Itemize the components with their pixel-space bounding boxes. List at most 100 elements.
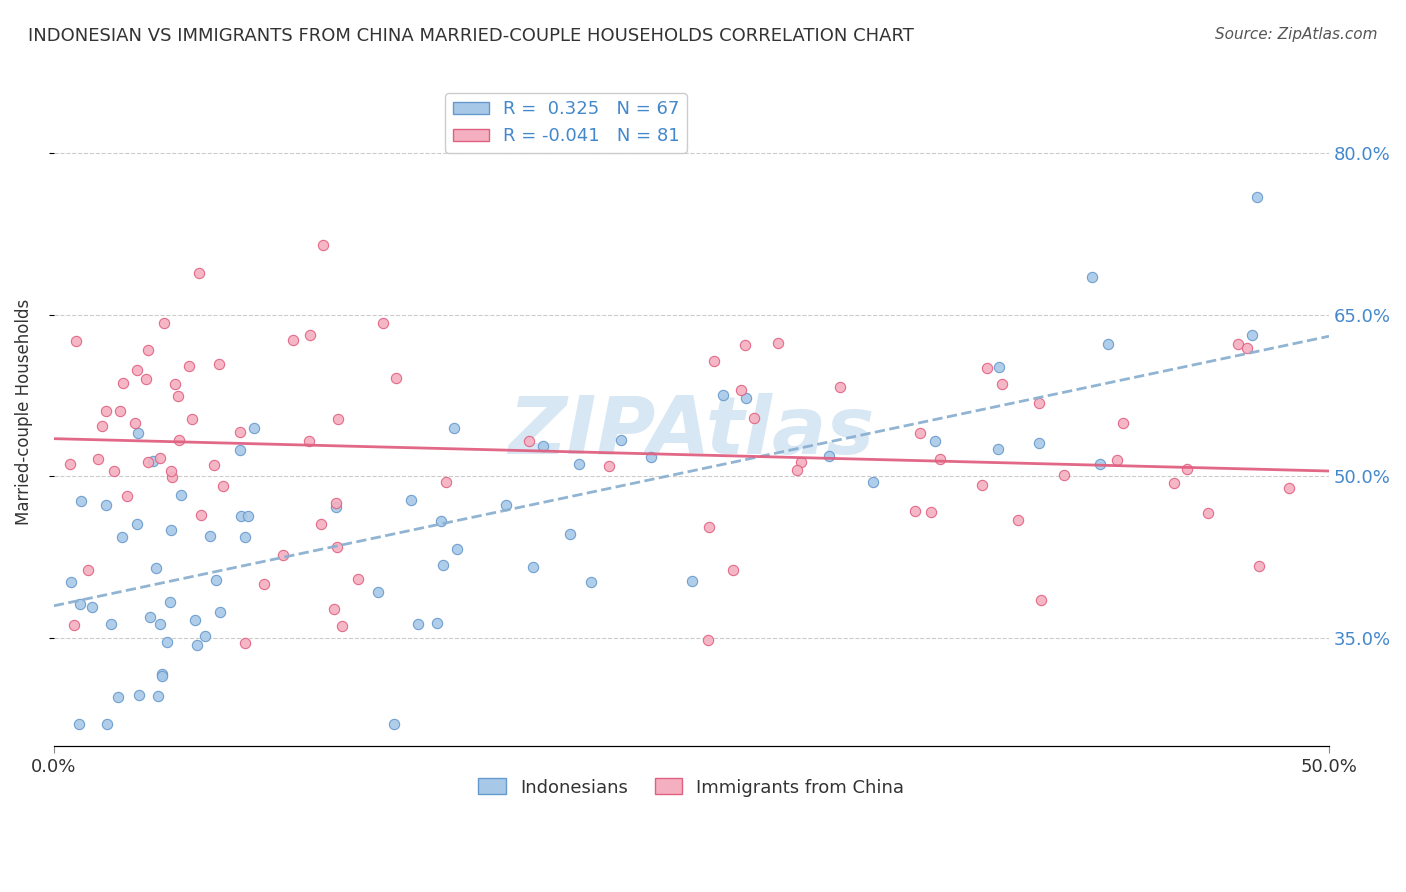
Point (298, 434, 321, 449)
Point (1226, 336, 1249, 351)
Point (229, 443, 252, 458)
Point (862, 475, 884, 490)
Point (190, 508, 212, 522)
Point (107, 690, 129, 705)
Point (734, 338, 756, 352)
Point (446, 541, 468, 556)
Point (1112, 416, 1135, 430)
Point (212, 479, 235, 493)
Point (786, 463, 808, 477)
Point (70, 494, 93, 508)
Point (91, 418, 114, 433)
Point (170, 487, 193, 501)
Point (80, 600, 103, 615)
Point (115, 489, 138, 503)
Point (100, 617, 122, 632)
Point (1175, 462, 1198, 476)
Point (1163, 476, 1185, 491)
Point (924, 434, 946, 448)
Point (180, 412, 202, 426)
Point (766, 336, 789, 351)
Point (734, 392, 756, 406)
Point (1081, 269, 1104, 284)
Point (150, 669, 173, 683)
Point (328, 412, 350, 426)
Point (1278, 481, 1301, 495)
Point (253, 577, 276, 591)
Point (166, 389, 188, 403)
Point (382, 717, 405, 731)
Point (697, 632, 720, 647)
Point (408, 617, 430, 632)
Point (127, 425, 149, 440)
Point (904, 504, 927, 518)
Point (208, 357, 231, 371)
Point (135, 372, 157, 386)
Point (152, 316, 174, 330)
Point (830, 380, 852, 394)
Point (1247, 558, 1270, 573)
Point (194, 629, 217, 643)
Point (238, 508, 260, 523)
Point (94, 498, 117, 512)
Point (125, 516, 148, 531)
Point (156, 634, 179, 648)
Point (1028, 395, 1050, 409)
Point (202, 458, 225, 472)
Text: Source: ZipAtlas.com: Source: ZipAtlas.com (1215, 27, 1378, 42)
Point (1028, 436, 1050, 450)
Point (139, 610, 162, 624)
Point (426, 616, 449, 631)
Point (610, 433, 633, 447)
Point (94, 404, 117, 418)
Point (430, 514, 453, 528)
Point (991, 376, 1014, 391)
Point (69, 597, 91, 611)
Point (233, 530, 256, 544)
Point (76, 563, 98, 577)
Point (67, 717, 90, 731)
Point (326, 540, 349, 554)
Point (60, 574, 83, 589)
Point (87, 451, 110, 466)
Point (281, 333, 304, 347)
Point (242, 421, 264, 435)
Point (136, 455, 159, 469)
Point (186, 638, 208, 652)
Point (96, 717, 118, 731)
Point (495, 498, 517, 512)
Point (103, 464, 125, 478)
Point (235, 636, 257, 650)
Point (598, 458, 620, 473)
Point (1236, 341, 1258, 355)
Point (332, 619, 354, 633)
Point (697, 520, 720, 534)
Point (309, 516, 332, 531)
Point (579, 574, 602, 589)
Point (325, 496, 347, 510)
Point (920, 505, 942, 519)
Point (325, 500, 347, 515)
Point (299, 327, 322, 342)
Point (432, 558, 454, 573)
Point (711, 387, 734, 401)
Point (367, 584, 389, 599)
Point (62, 617, 84, 632)
Point (818, 450, 841, 464)
Point (159, 595, 181, 609)
Point (183, 614, 205, 628)
Point (127, 363, 149, 377)
Point (149, 617, 172, 632)
Point (124, 417, 146, 431)
Point (229, 508, 252, 523)
Point (1088, 457, 1111, 471)
Point (1097, 337, 1119, 351)
Point (152, 667, 174, 681)
Point (346, 572, 368, 586)
Point (1007, 513, 1029, 527)
Point (160, 523, 183, 537)
Point (162, 470, 184, 484)
Point (742, 411, 765, 425)
Point (111, 530, 134, 544)
Point (229, 425, 252, 439)
